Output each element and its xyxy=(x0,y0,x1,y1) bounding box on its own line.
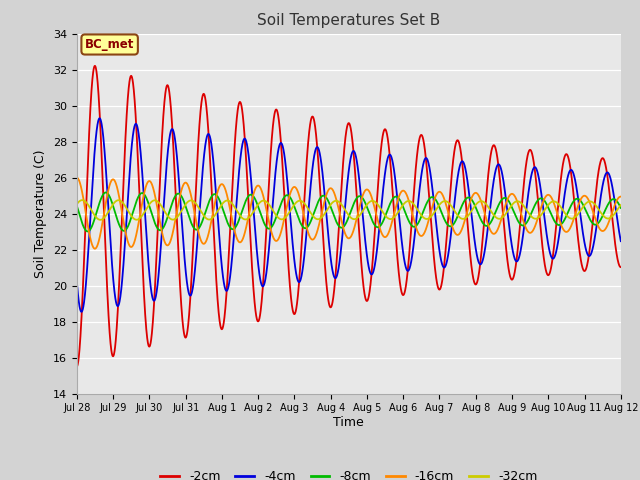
-16cm xyxy=(135,218,143,224)
Line: -32cm: -32cm xyxy=(77,200,621,220)
Legend: -2cm, -4cm, -8cm, -16cm, -32cm: -2cm, -4cm, -8cm, -16cm, -32cm xyxy=(156,465,542,480)
-2cm xyxy=(607,197,614,203)
-16cm xyxy=(548,195,556,201)
-8cm xyxy=(282,193,290,199)
Line: -2cm: -2cm xyxy=(77,66,621,367)
-4cm xyxy=(282,163,290,169)
-8cm xyxy=(73,203,81,209)
-8cm xyxy=(607,198,614,204)
-4cm xyxy=(548,255,556,261)
Line: -4cm: -4cm xyxy=(77,118,621,312)
-4cm xyxy=(305,197,313,203)
-16cm xyxy=(607,215,614,221)
-32cm xyxy=(73,201,81,207)
-4cm xyxy=(135,135,143,141)
-2cm xyxy=(168,110,175,116)
-32cm xyxy=(97,217,104,223)
Y-axis label: Soil Temperature (C): Soil Temperature (C) xyxy=(35,149,47,278)
-16cm xyxy=(168,236,175,241)
Text: BC_met: BC_met xyxy=(85,38,134,51)
-8cm xyxy=(617,205,625,211)
-8cm xyxy=(135,192,143,198)
-4cm xyxy=(96,115,104,121)
Line: -16cm: -16cm xyxy=(77,178,621,249)
-32cm xyxy=(282,214,290,220)
-2cm xyxy=(548,262,556,267)
-16cm xyxy=(617,194,625,200)
-8cm xyxy=(305,221,313,227)
-16cm xyxy=(73,175,81,180)
-32cm xyxy=(168,216,175,222)
-16cm xyxy=(282,210,289,216)
-32cm xyxy=(607,215,614,221)
-8cm xyxy=(102,190,109,195)
X-axis label: Time: Time xyxy=(333,416,364,429)
-4cm xyxy=(77,309,85,315)
-8cm xyxy=(84,228,92,234)
-32cm xyxy=(617,202,625,208)
-16cm xyxy=(305,232,313,238)
Title: Soil Temperatures Set B: Soil Temperatures Set B xyxy=(257,13,440,28)
-2cm xyxy=(135,181,143,187)
-2cm xyxy=(617,264,625,270)
-2cm xyxy=(91,63,99,69)
-2cm xyxy=(305,129,313,135)
Line: -8cm: -8cm xyxy=(77,192,621,231)
-16cm xyxy=(91,246,99,252)
-8cm xyxy=(168,202,175,208)
-32cm xyxy=(79,197,86,203)
-4cm xyxy=(168,127,175,132)
-2cm xyxy=(73,364,81,370)
-4cm xyxy=(73,278,81,284)
-4cm xyxy=(607,176,614,181)
-32cm xyxy=(548,199,556,204)
-8cm xyxy=(548,213,556,219)
-32cm xyxy=(135,216,143,222)
-4cm xyxy=(617,238,625,244)
-32cm xyxy=(305,208,313,214)
-2cm xyxy=(282,215,289,221)
